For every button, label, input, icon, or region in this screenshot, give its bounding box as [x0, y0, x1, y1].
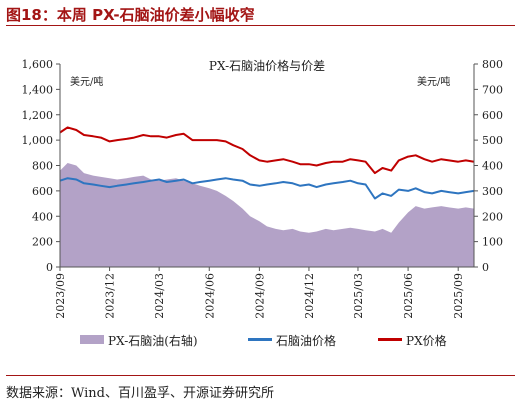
chart-title: PX-石脑油价格与价差: [209, 58, 325, 73]
left-axis-tick-label: 0: [46, 261, 53, 274]
legend-swatch-spread: [80, 335, 104, 344]
left-axis-tick-label: 1,200: [22, 109, 54, 122]
right-axis-unit: 美元/吨: [417, 75, 450, 88]
right-axis-tick-label: 800: [482, 58, 503, 71]
spread-area-layer: [60, 163, 474, 267]
right-axis-tick-label: 500: [482, 134, 503, 147]
x-axis-tick-label: 2024/12: [303, 273, 316, 319]
price-lines-layer: [59, 126, 475, 200]
left-axis-tick-label: 400: [32, 210, 53, 223]
x-axis-tick-label: 2023/09: [54, 273, 67, 319]
legend-label: PX价格: [406, 333, 447, 348]
x-axis-tick-label: 2025/09: [452, 273, 465, 319]
right-axis-tick-label: 100: [482, 236, 503, 249]
left-axis-tick-label: 800: [32, 160, 53, 173]
right-axis-tick-label: 700: [482, 83, 503, 96]
x-axis-tick-label: 2025/06: [402, 273, 415, 319]
x-axis-tick-label: 2024/09: [253, 273, 266, 319]
x-axis-tick-label: 2025/03: [352, 273, 365, 319]
left-axis-tick-label: 1,000: [22, 134, 54, 147]
right-axis-tick-label: 300: [482, 185, 503, 198]
series-line-naphtha: [59, 177, 475, 200]
figure-title: 图18：本周 PX-石脑油价差小幅收窄: [6, 6, 255, 24]
left-axis-unit: 美元/吨: [70, 75, 103, 88]
series-area-spread: [60, 163, 474, 267]
left-axis-tick-label: 1,600: [22, 58, 54, 71]
right-axis-tick-label: 400: [482, 160, 503, 173]
right-axis-tick-label: 600: [482, 109, 503, 122]
right-axis-tick-label: 200: [482, 210, 503, 223]
source-rule: [6, 375, 515, 376]
axes-layer: 0 200 400 600 800 1,000 1,200 1,400 1,600 0 100 200…: [22, 58, 504, 319]
title-rule: [6, 25, 515, 26]
x-axis-tick-label: 2024/06: [203, 273, 216, 319]
legend-label: PX-石脑油(右轴): [108, 333, 198, 348]
series-line-px: [59, 126, 475, 175]
chart: PX-石脑油价格与价差 美元/吨 美元/吨 0 200 400 600 800 1,000…: [22, 58, 504, 348]
x-axis-tick-label: 2024/03: [153, 273, 166, 319]
left-axis-tick-label: 200: [32, 236, 53, 249]
x-axis-tick-label: 2023/12: [104, 273, 117, 319]
legend: PX-石脑油(右轴) 石脑油价格 PX价格: [80, 333, 447, 348]
source-note: 数据来源：Wind、百川盈孚、开源证券研究所: [6, 386, 274, 401]
left-axis-tick-label: 600: [32, 185, 53, 198]
legend-label: 石脑油价格: [276, 333, 336, 348]
right-axis-tick-label: 0: [482, 261, 489, 274]
left-axis-tick-label: 1,400: [22, 83, 54, 96]
